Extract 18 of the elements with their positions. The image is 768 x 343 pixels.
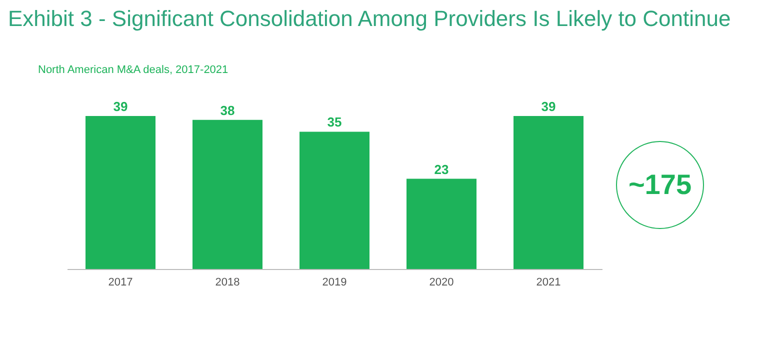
bar <box>192 120 262 269</box>
x-tick-label: 2020 <box>429 276 454 288</box>
x-tick-label: 2021 <box>536 276 561 288</box>
x-tick-label: 2017 <box>108 276 133 288</box>
x-tick-label: 2018 <box>215 276 240 288</box>
chart-subtitle: North American M&A deals, 2017-2021 <box>38 64 228 76</box>
data-label: 35 <box>327 114 342 130</box>
data-label: 23 <box>434 162 449 177</box>
data-label: 39 <box>113 99 128 114</box>
data-label: 39 <box>541 99 556 114</box>
bar <box>86 116 156 269</box>
chart-title: Exhibit 3 - Significant Consolidation Among Providers Is Likely to Continue <box>8 6 731 32</box>
bar <box>514 116 584 269</box>
bar <box>300 132 370 269</box>
bar <box>406 178 476 269</box>
data-label: 38 <box>220 102 235 118</box>
circle-outline: ~175 <box>616 141 704 229</box>
x-tick-label: 2019 <box>322 276 347 288</box>
